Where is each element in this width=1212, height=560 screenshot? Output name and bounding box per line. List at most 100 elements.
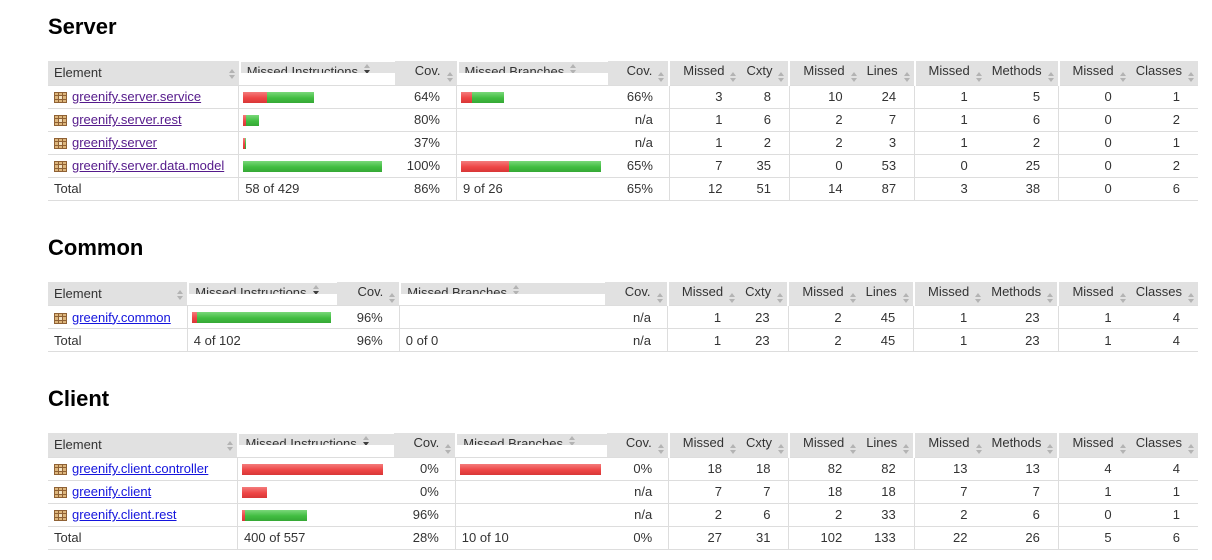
column-header-lines[interactable]: Lines bbox=[860, 61, 915, 85]
sort-arrows-icon bbox=[777, 444, 784, 455]
column-header-missed-classes[interactable]: Missed bbox=[1057, 61, 1130, 85]
column-header-methods[interactable]: Methods bbox=[985, 61, 1059, 85]
column-header-missed-branches[interactable]: Missed Branches bbox=[399, 282, 606, 294]
sort-arrows-icon bbox=[227, 441, 234, 452]
sort-arrows-icon bbox=[975, 444, 982, 455]
package-link[interactable]: greenify.client bbox=[72, 484, 152, 499]
package-row: greenify.client.controller 0% 0% 18 18 82 82 13… bbox=[48, 456, 1198, 480]
element-cell: greenify.server bbox=[48, 130, 239, 154]
column-header-missed-branches[interactable]: Missed Branches bbox=[455, 434, 608, 445]
column-header-element[interactable]: Element bbox=[48, 433, 238, 457]
sort-up-icon bbox=[903, 72, 910, 77]
counter-cell: 2 bbox=[788, 130, 861, 154]
column-header-missed-classes[interactable]: Missed bbox=[1057, 433, 1130, 457]
sort-arrows-icon bbox=[1188, 72, 1194, 83]
column-header-missed-lines[interactable]: Missed bbox=[788, 61, 861, 85]
column-header-classes[interactable]: Classes bbox=[1129, 281, 1198, 306]
sort-down-icon bbox=[903, 78, 910, 83]
package-link[interactable]: greenify.client.rest bbox=[72, 507, 177, 522]
sort-arrows-icon bbox=[975, 72, 982, 83]
column-header-missed-classes[interactable]: Missed bbox=[1057, 281, 1130, 306]
instructions-coverage-cell: 0% bbox=[393, 479, 456, 503]
counter-cell: 6 bbox=[739, 502, 789, 526]
total-label-cell: Total bbox=[48, 525, 238, 549]
column-header-missed-methods[interactable]: Missed bbox=[913, 433, 986, 457]
sort-arrows-icon bbox=[1188, 444, 1194, 455]
package-row: greenify.client.rest 96% n/a 2 6 2 33 2 6 0 1 bbox=[48, 502, 1198, 526]
sort-arrows-icon bbox=[729, 292, 736, 303]
sort-arrows-icon bbox=[656, 292, 663, 303]
total-counter-cell: 87 bbox=[860, 176, 915, 200]
column-label: Missed Branches bbox=[464, 64, 565, 73]
element-cell: greenify.common bbox=[48, 305, 188, 329]
column-header-missed-methods[interactable]: Missed bbox=[913, 61, 986, 85]
column-label: Classes bbox=[1135, 283, 1182, 299]
column-header-lines[interactable]: Lines bbox=[860, 433, 915, 457]
column-header-classes[interactable]: Classes bbox=[1129, 433, 1198, 457]
sort-down-icon bbox=[1047, 450, 1054, 455]
sort-down-icon bbox=[902, 298, 909, 303]
sort-up-icon bbox=[1188, 72, 1194, 77]
column-header-missed-instructions[interactable]: Missed Instructions bbox=[187, 282, 338, 294]
column-header-cov-branches[interactable]: Cov. bbox=[607, 433, 669, 457]
section-server: Server Element Missed Instructions Cov. Mis… bbox=[48, 14, 1198, 201]
total-counter-cell: 12 bbox=[668, 176, 741, 200]
coverage-bar bbox=[243, 160, 390, 172]
counter-cell: 0 bbox=[1058, 130, 1130, 154]
column-header-missed-instructions[interactable]: Missed Instructions bbox=[238, 62, 395, 73]
column-header-missed-cxty[interactable]: Missed bbox=[666, 281, 740, 306]
sort-up-icon bbox=[657, 444, 664, 449]
column-header-element[interactable]: Element bbox=[48, 61, 239, 85]
column-header-missed-cxty[interactable]: Missed bbox=[667, 433, 740, 457]
package-link[interactable]: greenify.client.controller bbox=[72, 461, 209, 476]
counter-cell: 6 bbox=[985, 107, 1059, 131]
column-header-missed-methods[interactable]: Missed bbox=[912, 281, 986, 306]
counter-cell: 4 bbox=[1129, 305, 1198, 329]
counter-cell: 1 bbox=[1129, 479, 1198, 503]
total-instructions-coverage-cell: 28% bbox=[393, 525, 456, 549]
counter-cell: 2 bbox=[985, 130, 1059, 154]
total-counter-cell: 6 bbox=[1129, 176, 1198, 200]
column-header-missed-cxty[interactable]: Missed bbox=[668, 61, 741, 85]
column-header-cov-instructions[interactable]: Cov. bbox=[394, 61, 457, 85]
total-counter-cell: 22 bbox=[913, 525, 986, 549]
column-header-missed-lines[interactable]: Missed bbox=[787, 281, 860, 306]
column-header-cov-branches[interactable]: Cov. bbox=[608, 61, 670, 85]
package-link[interactable]: greenify.server bbox=[72, 135, 158, 150]
column-header-cxty[interactable]: Cxty bbox=[740, 61, 790, 85]
column-header-cov-branches[interactable]: Cov. bbox=[605, 281, 668, 306]
covered-bar-segment bbox=[245, 137, 247, 149]
counter-cell: 5 bbox=[985, 84, 1059, 108]
column-header-missed-lines[interactable]: Missed bbox=[787, 433, 861, 457]
package-link[interactable]: greenify.server.service bbox=[72, 89, 202, 104]
column-header-cxty[interactable]: Cxty bbox=[739, 433, 789, 457]
sort-down-icon bbox=[1119, 78, 1126, 83]
missed-bar-segment bbox=[241, 486, 267, 498]
column-header-cov-instructions[interactable]: Cov. bbox=[393, 433, 456, 457]
column-header-missed-instructions[interactable]: Missed Instructions bbox=[237, 434, 394, 445]
package-link[interactable]: greenify.server.data.model bbox=[72, 158, 225, 173]
total-row: Total 400 of 557 28% 10 of 10 0% 27 31 102 133 22… bbox=[48, 525, 1198, 549]
instructions-bar-cell bbox=[238, 84, 395, 108]
total-branches-coverage-cell: n/a bbox=[605, 328, 668, 352]
column-header-cov-instructions[interactable]: Cov. bbox=[337, 281, 400, 306]
column-header-methods[interactable]: Methods bbox=[985, 281, 1059, 306]
total-counter-cell: 133 bbox=[860, 525, 915, 549]
sort-arrows-icon bbox=[570, 64, 577, 73]
column-header-missed-branches[interactable]: Missed Branches bbox=[456, 62, 609, 73]
package-link[interactable]: greenify.server.rest bbox=[72, 112, 182, 127]
column-header-classes[interactable]: Classes bbox=[1129, 61, 1198, 85]
column-header-lines[interactable]: Lines bbox=[859, 281, 914, 306]
sort-up-icon bbox=[849, 292, 856, 297]
column-header-element[interactable]: Element bbox=[48, 281, 188, 306]
counter-cell: 1 bbox=[914, 84, 986, 108]
package-link[interactable]: greenify.common bbox=[72, 309, 171, 325]
column-header-methods[interactable]: Methods bbox=[985, 433, 1059, 457]
covered-bar-segment bbox=[509, 160, 601, 172]
total-instructions-coverage-cell: 86% bbox=[394, 176, 457, 200]
counter-cell: 0 bbox=[1058, 153, 1130, 177]
column-header-cxty[interactable]: Cxty bbox=[739, 281, 789, 306]
header-row: Element Missed Instructions Cov. Missed Bra… bbox=[48, 281, 1198, 306]
sort-down-icon bbox=[1047, 78, 1054, 83]
sort-arrows-icon bbox=[362, 436, 369, 445]
